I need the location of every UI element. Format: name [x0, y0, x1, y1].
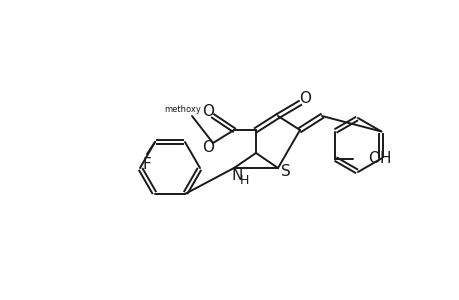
Text: methoxy: methoxy [164, 104, 201, 113]
Text: S: S [280, 164, 290, 179]
Text: N: N [231, 169, 242, 184]
Text: O: O [298, 91, 310, 106]
Text: H: H [239, 175, 248, 188]
Text: O: O [202, 140, 213, 155]
Text: O: O [202, 103, 213, 118]
Text: OH: OH [368, 151, 391, 166]
Text: F: F [142, 157, 151, 172]
